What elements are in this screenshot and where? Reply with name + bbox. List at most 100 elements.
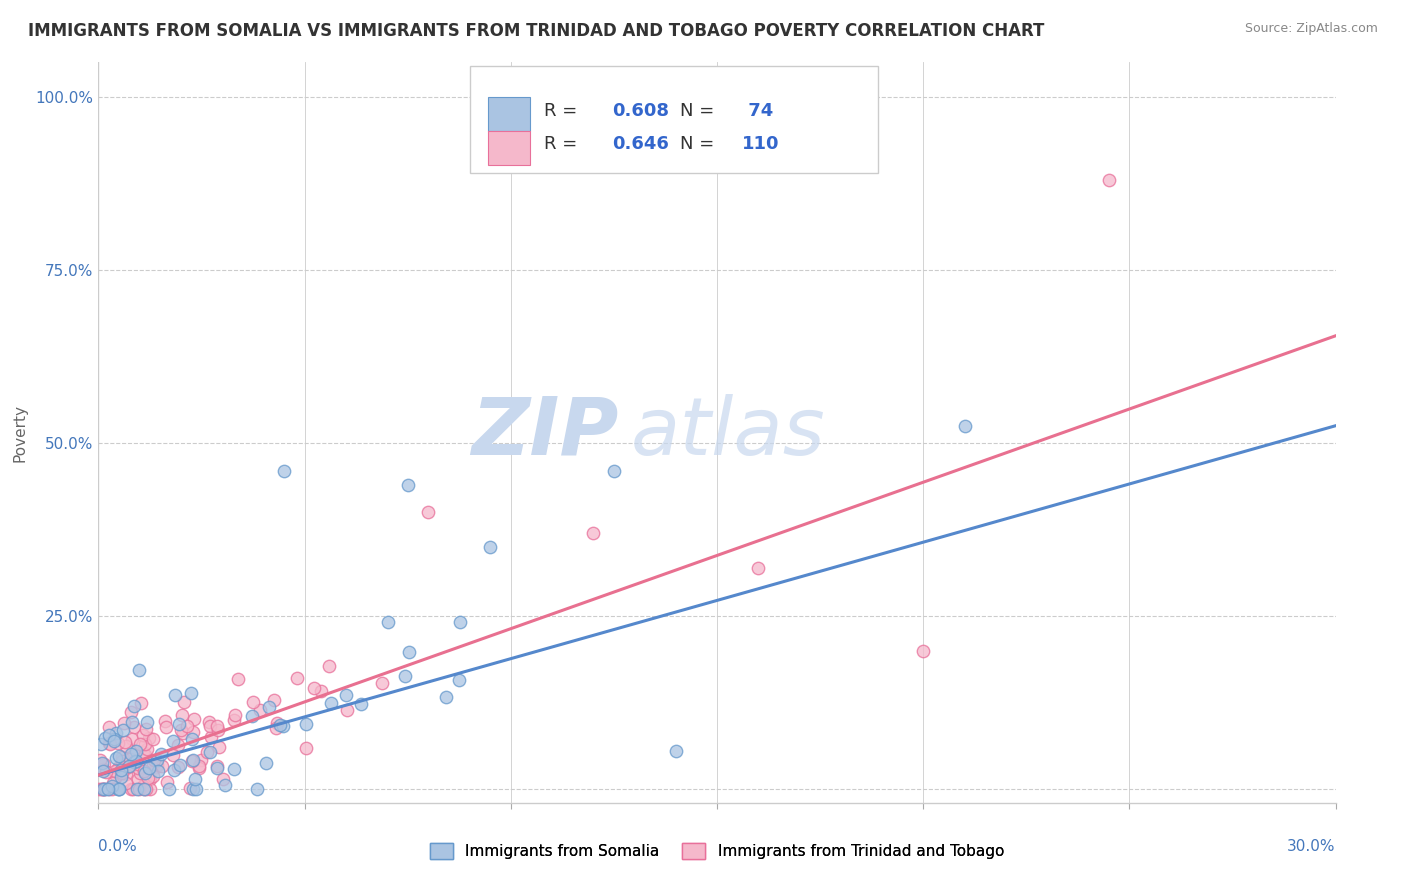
Text: R =: R = — [544, 135, 583, 153]
Point — [200, 719, 222, 733]
Point — [134, 737, 156, 751]
Point — [93, 781, 115, 796]
Point — [90, 781, 112, 796]
Point — [94, 731, 117, 746]
Point — [242, 695, 264, 709]
Point — [394, 669, 416, 683]
Point — [162, 748, 184, 763]
Point — [93, 756, 115, 771]
Point — [167, 716, 190, 731]
Point — [98, 781, 121, 796]
Point — [205, 759, 228, 773]
Point — [318, 658, 340, 673]
Point — [111, 750, 134, 764]
Point — [112, 723, 135, 737]
Point — [207, 723, 229, 737]
Point — [120, 747, 142, 762]
Point — [145, 753, 167, 767]
Point — [335, 688, 357, 702]
Point — [122, 720, 145, 734]
Point — [103, 733, 125, 747]
Point — [90, 737, 112, 751]
Point — [396, 477, 419, 491]
Point — [309, 684, 332, 698]
Point — [115, 767, 138, 781]
Point — [200, 730, 222, 744]
Point — [98, 728, 121, 742]
Point — [150, 747, 173, 761]
Point — [449, 615, 471, 629]
Point — [269, 718, 291, 732]
Point — [139, 781, 162, 796]
Point — [148, 764, 170, 778]
Text: 0.608: 0.608 — [612, 102, 669, 120]
Point — [254, 756, 277, 770]
Point — [132, 745, 155, 759]
Point — [135, 715, 157, 730]
Point — [120, 781, 142, 796]
Point — [108, 781, 131, 796]
Point — [101, 781, 124, 796]
Point — [103, 732, 125, 747]
Point — [121, 731, 143, 746]
Point — [121, 714, 143, 729]
Point — [132, 781, 155, 796]
Point — [167, 738, 190, 752]
Point — [271, 719, 294, 733]
Point — [98, 720, 121, 734]
Point — [398, 645, 420, 659]
Point — [188, 759, 211, 773]
Point — [134, 748, 156, 763]
Point — [222, 713, 245, 727]
Point — [319, 696, 342, 710]
Point — [434, 690, 457, 705]
Point — [97, 736, 120, 750]
Text: 74: 74 — [742, 102, 773, 120]
Point — [190, 753, 212, 767]
Point — [195, 745, 218, 759]
Point — [128, 766, 150, 780]
Point — [142, 758, 165, 772]
Point — [135, 742, 157, 756]
Point — [155, 720, 177, 734]
Point — [285, 671, 308, 685]
Point — [302, 681, 325, 696]
Point — [135, 723, 157, 737]
Point — [249, 703, 271, 717]
Point — [155, 775, 177, 789]
Point — [108, 781, 131, 796]
Text: atlas: atlas — [630, 393, 825, 472]
Point — [294, 716, 316, 731]
Point — [127, 757, 149, 772]
Point — [125, 744, 148, 758]
Point — [107, 761, 129, 775]
Point — [1098, 173, 1121, 187]
Point — [273, 464, 295, 478]
Point — [136, 771, 159, 785]
Point — [214, 778, 236, 792]
Point — [150, 759, 173, 773]
Point — [207, 761, 229, 775]
Point — [111, 755, 134, 769]
Point — [228, 672, 250, 686]
Point — [134, 764, 156, 778]
Point — [131, 728, 153, 742]
Point — [479, 540, 502, 554]
Point — [747, 560, 769, 574]
Point — [108, 748, 131, 763]
Point — [142, 753, 165, 767]
Point — [110, 770, 132, 784]
Point — [135, 781, 157, 796]
Point — [179, 780, 201, 795]
Point — [187, 761, 209, 775]
Point — [142, 731, 165, 746]
Text: N =: N = — [681, 102, 720, 120]
Point — [582, 525, 605, 540]
Point — [172, 726, 194, 740]
Point — [224, 707, 246, 722]
Point — [93, 781, 115, 796]
Point — [665, 744, 688, 758]
Point — [114, 735, 136, 749]
Point — [112, 716, 135, 731]
Point — [418, 505, 440, 519]
